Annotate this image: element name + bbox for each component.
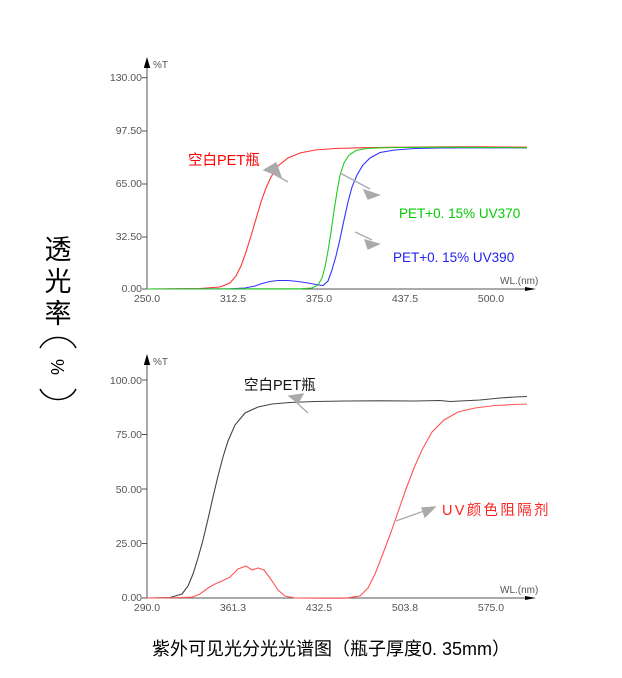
svg-text:光: 光	[45, 267, 72, 297]
svg-text:WL.(nm): WL.(nm)	[500, 276, 538, 287]
svg-text:%T: %T	[153, 60, 168, 71]
svg-text:130.00: 130.00	[110, 72, 142, 84]
svg-text:97.50: 97.50	[116, 125, 142, 137]
svg-text:32.50: 32.50	[116, 231, 142, 243]
svg-text:空白PET瓶: 空白PET瓶	[188, 152, 260, 169]
svg-text:PET+0. 15% UV370: PET+0. 15% UV370	[399, 206, 520, 221]
svg-text:紫外可见光分光光谱图（瓶子厚度0. 35mm）: 紫外可见光分光光谱图（瓶子厚度0. 35mm）	[152, 639, 510, 659]
svg-text:575.0: 575.0	[478, 602, 504, 614]
svg-text:432.5: 432.5	[306, 602, 332, 614]
svg-text:%T: %T	[153, 357, 168, 368]
svg-text:312.5: 312.5	[220, 293, 246, 305]
svg-text:65.00: 65.00	[116, 178, 142, 190]
svg-text:25.00: 25.00	[116, 538, 142, 550]
svg-text:%: %	[47, 359, 67, 375]
svg-text:361.3: 361.3	[220, 602, 246, 614]
svg-text:PET+0. 15% UV390: PET+0. 15% UV390	[393, 250, 514, 265]
svg-text:375.0: 375.0	[306, 293, 332, 305]
svg-text:500.0: 500.0	[478, 293, 504, 305]
svg-text:UV颜色阻隔剂: UV颜色阻隔剂	[442, 502, 551, 519]
svg-text:空白PET瓶: 空白PET瓶	[244, 377, 316, 394]
svg-text:437.5: 437.5	[392, 293, 418, 305]
svg-text:290.0: 290.0	[134, 602, 160, 614]
svg-text:503.8: 503.8	[392, 602, 418, 614]
svg-text:100.00: 100.00	[110, 375, 142, 387]
svg-text:75.00: 75.00	[116, 429, 142, 441]
svg-text:率: 率	[45, 299, 72, 329]
svg-text:透: 透	[45, 235, 72, 265]
svg-text:50.00: 50.00	[116, 484, 142, 496]
svg-text:WL.(nm): WL.(nm)	[500, 585, 538, 596]
svg-text:250.0: 250.0	[134, 293, 160, 305]
